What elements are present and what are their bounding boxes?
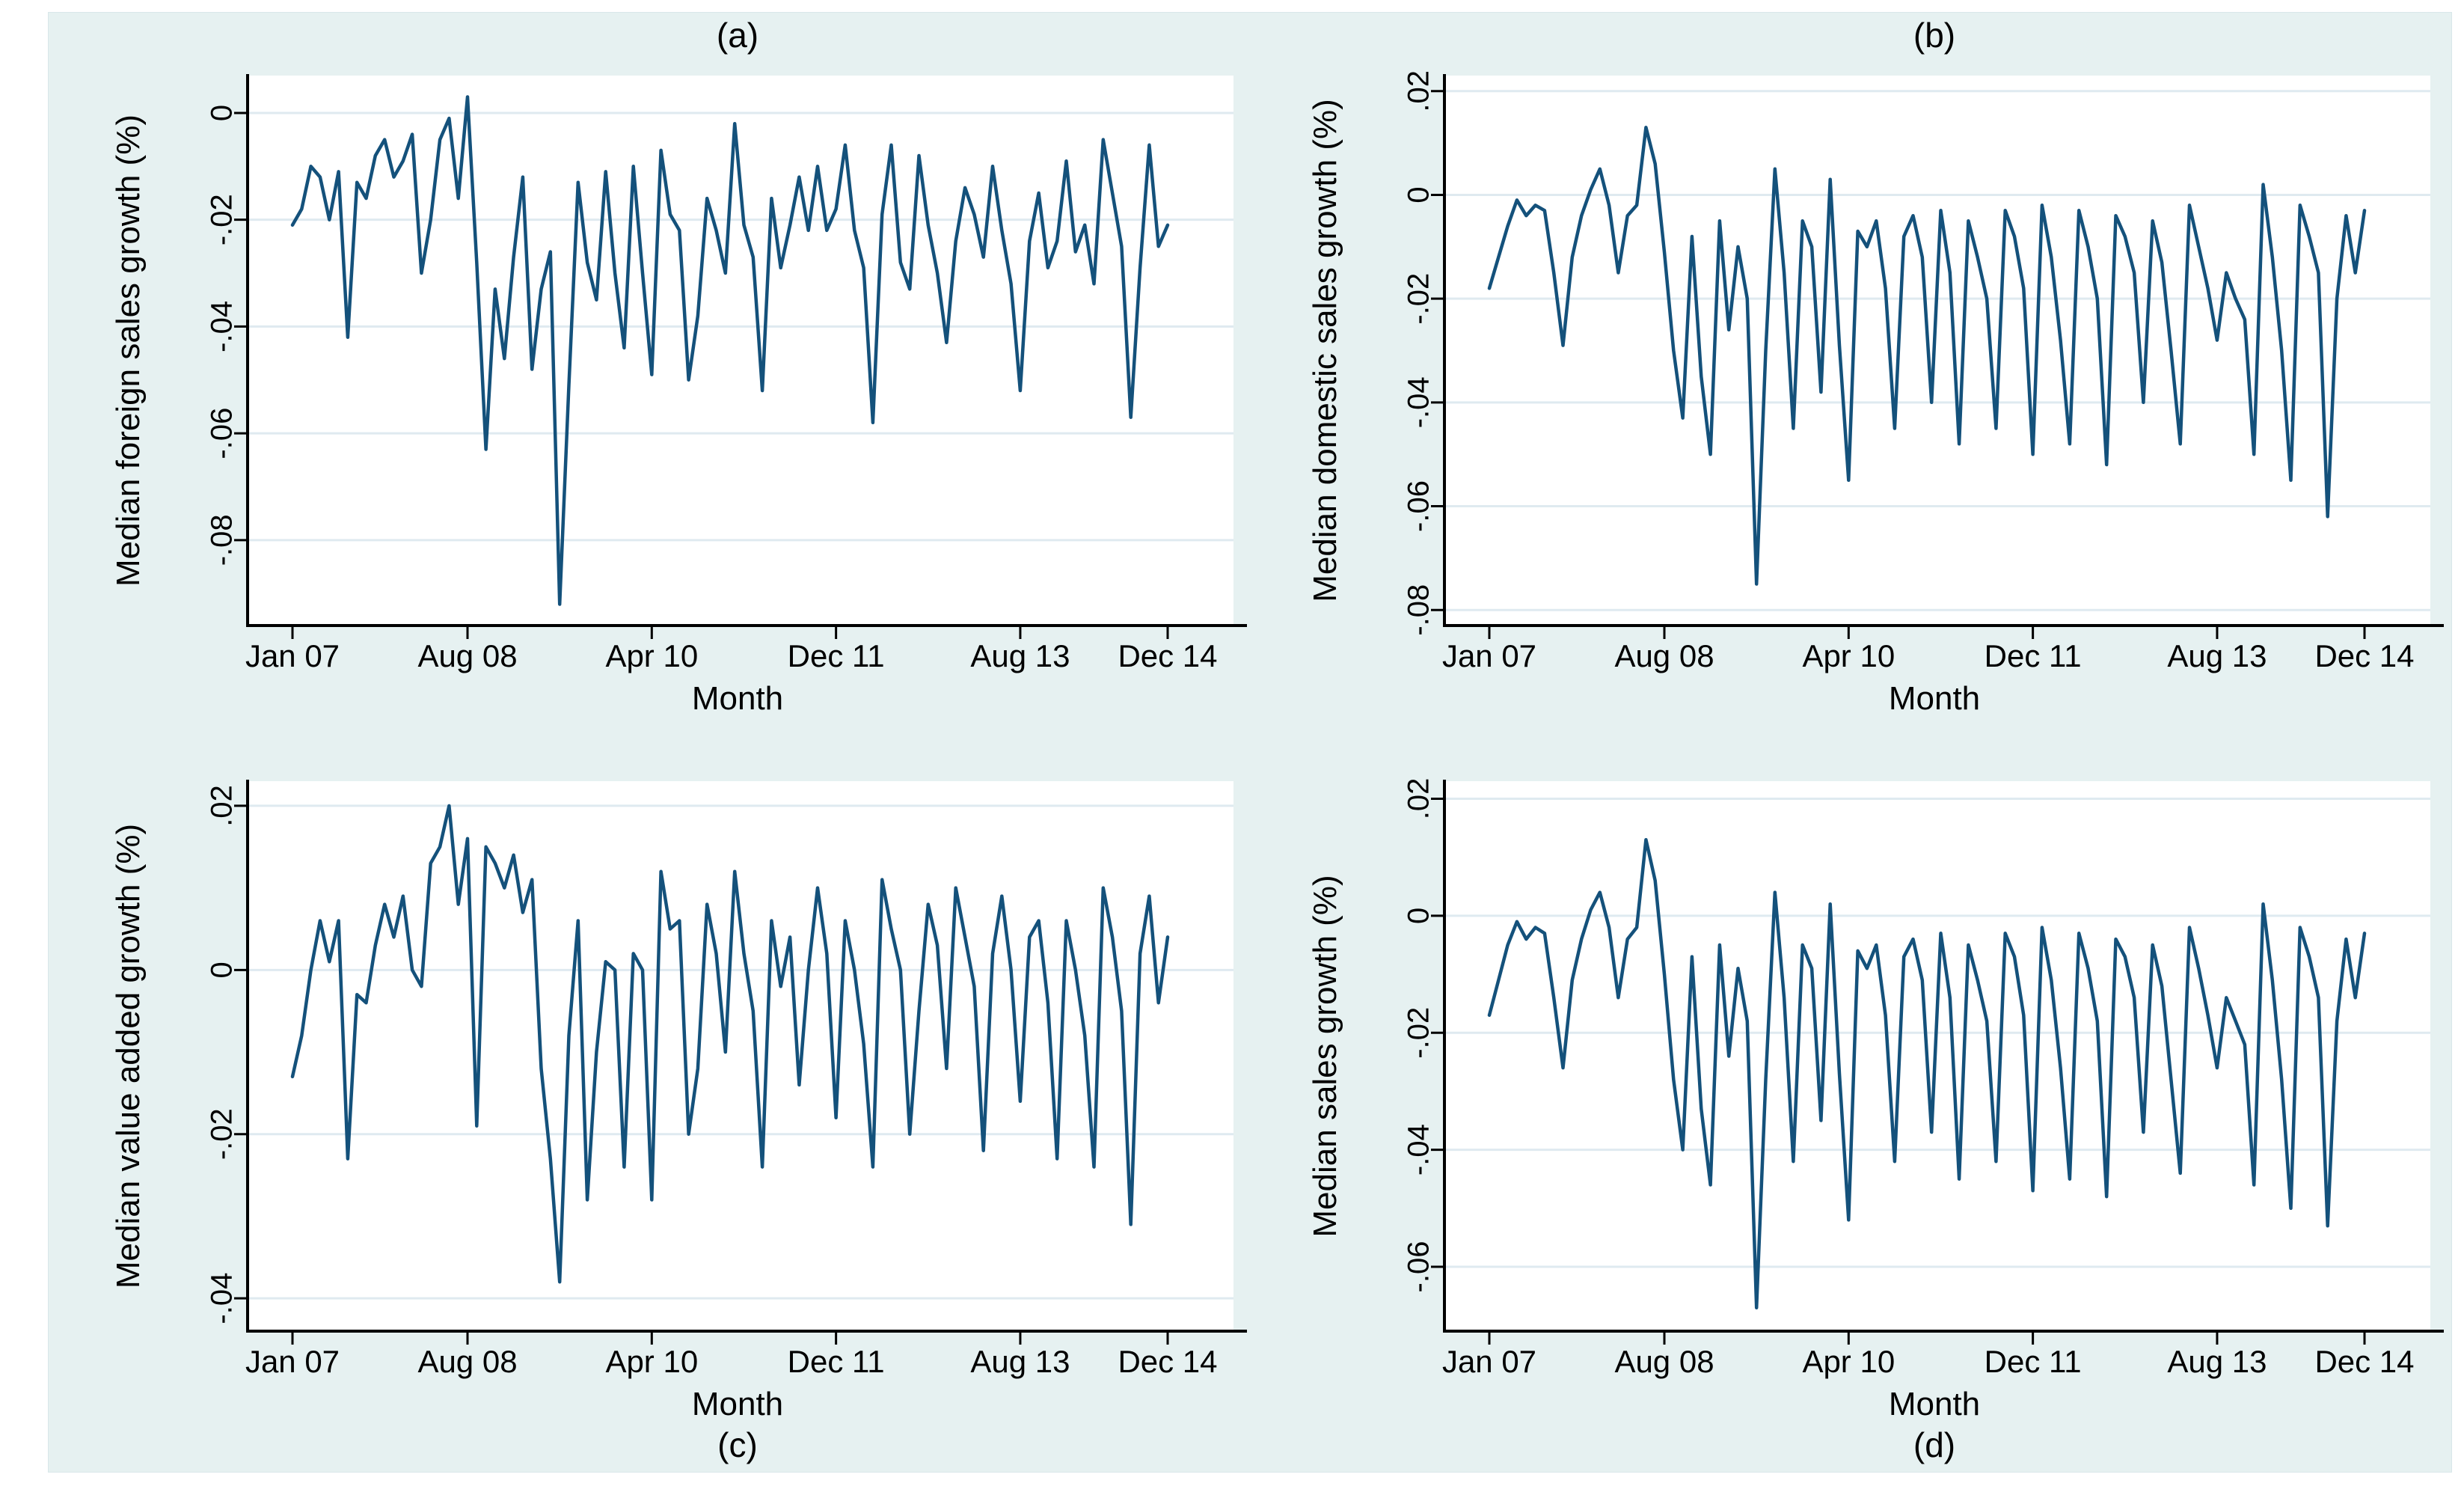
plot-area	[248, 781, 1233, 1331]
y-tick-label: -.08	[1403, 584, 1435, 636]
x-tick-label: Aug 08	[417, 638, 517, 673]
y-tick-label: -.04	[206, 1273, 239, 1324]
x-tick-label: Aug 08	[417, 1344, 517, 1379]
y-tick-label: -.02	[206, 1108, 239, 1160]
x-tick-label: Jan 07	[245, 1344, 340, 1379]
x-tick-label: Aug 13	[970, 1344, 1070, 1379]
plot-area	[1444, 76, 2430, 626]
x-tick-label: Jan 07	[1442, 638, 1536, 673]
plot-area	[1444, 781, 2430, 1331]
y-tick-label: 0	[1403, 186, 1435, 203]
x-axis-title: Month	[692, 680, 783, 717]
chart-svg-d: .02 0 -.02 -.04 -.06 Jan 07 Aug 08 Apr 10 Dec 11…	[1307, 778, 2444, 1464]
y-axis-title: Median domestic sales growth (%)	[1307, 99, 1343, 602]
x-tick-label: Dec 14	[2314, 1344, 2414, 1379]
y-axis-title: Median value added growth (%)	[110, 824, 147, 1288]
x-axis-title: Month	[692, 1386, 783, 1422]
panel-caption-d: (d)	[1913, 1425, 1955, 1464]
y-tick-label: -.04	[1403, 376, 1435, 428]
panel-caption-b: (b)	[1913, 16, 1955, 55]
x-tick-label: Apr 10	[605, 1344, 698, 1379]
y-tick-label: 0	[206, 105, 239, 121]
x-tick-label: Apr 10	[1802, 1344, 1895, 1379]
y-tick-label: -.04	[1403, 1124, 1435, 1175]
x-tick-label: Jan 07	[1442, 1344, 1536, 1379]
y-tick-label: .02	[206, 785, 239, 827]
y-tick-label: -.02	[1403, 273, 1435, 325]
x-tick-label: Aug 08	[1614, 1344, 1714, 1379]
panel-caption-a: (a)	[717, 16, 758, 55]
y-tick-label: -.06	[1403, 1241, 1435, 1293]
x-tick-label: Aug 13	[2167, 638, 2267, 673]
x-tick-label: Dec 14	[2314, 638, 2414, 673]
chart-panel-c: .02 0 -.02 -.04 Jan 07 Aug 08 Apr 10 Dec 11 Aug …	[61, 740, 1250, 1470]
series-line-a	[290, 95, 1170, 606]
x-tick-label: Jan 07	[245, 638, 340, 673]
y-tick-label: 0	[1403, 908, 1435, 924]
chart-svg-a: 0 -.02 -.04 -.06 -.08 Jan 07 Aug 08 Apr 10 Dec 1…	[110, 16, 1247, 717]
chart-panel-a: 0 -.02 -.04 -.06 -.08 Jan 07 Aug 08 Apr 10 Dec 1…	[61, 16, 1250, 738]
series-line-b	[1487, 126, 2367, 586]
chart-panel-b: .02 0 -.02 -.04 -.06 -.08 Jan 07 Aug 08 Apr 10 De…	[1257, 16, 2447, 738]
y-tick-label: -.02	[1403, 1007, 1435, 1059]
y-tick-label: 0	[206, 961, 239, 978]
chart-panel-d: .02 0 -.02 -.04 -.06 Jan 07 Aug 08 Apr 10 Dec 11…	[1257, 740, 2447, 1470]
y-tick-label: .02	[1403, 70, 1435, 112]
x-tick-label: Dec 11	[1985, 638, 2082, 673]
x-axis-title: Month	[1889, 680, 1980, 717]
x-tick-label: Apr 10	[1802, 638, 1895, 673]
x-tick-label: Dec 11	[788, 638, 885, 673]
plot-area	[248, 76, 1233, 626]
y-tick-label: -.06	[206, 408, 239, 459]
series-line-c	[290, 804, 1170, 1284]
x-tick-label: Dec 14	[1118, 638, 1217, 673]
x-tick-label: Dec 11	[788, 1344, 885, 1379]
panel-caption-c: (c)	[717, 1425, 758, 1464]
x-tick-label: Aug 13	[2167, 1344, 2267, 1379]
x-tick-label: Dec 11	[1985, 1344, 2082, 1379]
y-tick-label: -.08	[206, 514, 239, 566]
y-axis-title: Median sales growth (%)	[1307, 875, 1343, 1237]
y-tick-label: -.06	[1403, 480, 1435, 532]
x-tick-label: Dec 14	[1118, 1344, 1217, 1379]
x-tick-label: Apr 10	[605, 638, 698, 673]
y-axis-title: Median foreign sales growth (%)	[110, 114, 147, 587]
series-line-d	[1487, 837, 2367, 1309]
y-tick-label: .02	[1403, 778, 1435, 820]
x-tick-label: Aug 13	[970, 638, 1070, 673]
x-tick-label: Aug 08	[1614, 638, 1714, 673]
y-tick-label: -.04	[206, 301, 239, 352]
figure-panel: 0 -.02 -.04 -.06 -.08 Jan 07 Aug 08 Apr 10 Dec 1…	[48, 12, 2452, 1473]
x-axis-title: Month	[1889, 1386, 1980, 1422]
y-tick-label: -.02	[206, 194, 239, 245]
